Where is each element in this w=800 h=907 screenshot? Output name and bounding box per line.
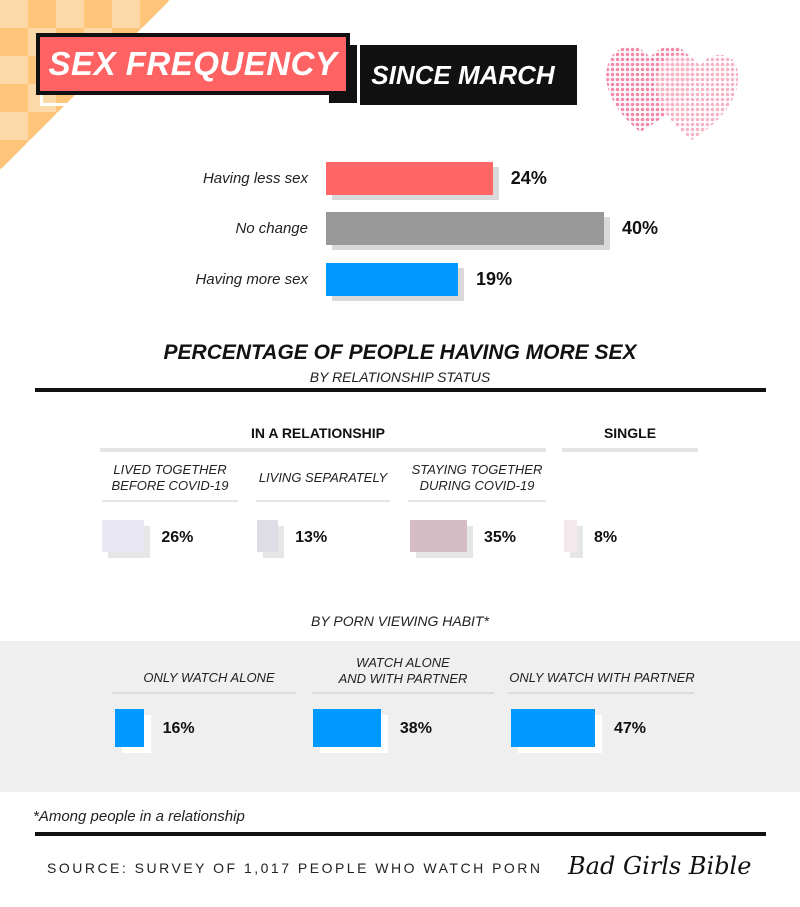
- bar-more: [326, 263, 459, 296]
- section-title: PERCENTAGE OF PEOPLE HAVING MORE SEX: [163, 341, 637, 364]
- bar-watch-alone: [115, 709, 144, 747]
- value-label-more: 19%: [476, 269, 513, 289]
- sub-label-staying-line1: STAYING TOGETHER: [411, 462, 543, 477]
- footnote: *Among people in a relationship: [33, 808, 245, 825]
- section-subtitle: BY RELATIONSHIP STATUS: [309, 369, 491, 385]
- source-text: SOURCE: SURVEY OF 1,017 PEOPLE WHO WATCH…: [47, 860, 543, 876]
- bar-staying-together: [410, 520, 467, 552]
- porn-section-subtitle: BY PORN VIEWING HABIT*: [311, 613, 489, 629]
- group-underline-relationship: [100, 448, 546, 452]
- porn-label-both-line2: AND WITH PARTNER: [338, 671, 468, 686]
- bar-watch-partner: [511, 709, 595, 747]
- bar-living-separately: [257, 520, 279, 552]
- sub-label-living-separately: LIVING SEPARATELY: [258, 470, 388, 485]
- category-label-no-change: No change: [235, 220, 308, 237]
- porn-label-partner: ONLY WATCH WITH PARTNER: [509, 670, 695, 685]
- porn-label-both: WATCH ALONE AND WITH PARTNER: [312, 655, 494, 687]
- porn-underline-alone: [112, 692, 296, 694]
- title-secondary-box: SINCE MARCH: [329, 45, 577, 105]
- title-primary-box: SEX FREQUENCY: [36, 33, 350, 95]
- bar-single: [564, 520, 578, 552]
- brand-logo: Bad Girls Bible: [568, 852, 752, 880]
- sub-label-lived-together: LIVED TOGETHER BEFORE COVID-19: [102, 462, 238, 494]
- hearts-icon: [606, 46, 739, 140]
- category-label-less: Having less sex: [202, 170, 308, 187]
- value-label-less: 24%: [510, 168, 547, 188]
- group-header-single: SINGLE: [603, 425, 657, 441]
- bar-less: [326, 162, 493, 195]
- bar-lived-together: [102, 520, 145, 552]
- value-label-staying-together: 35%: [484, 529, 517, 546]
- section-divider: [35, 388, 766, 392]
- sub-label-staying-line2: DURING COVID-19: [419, 478, 535, 493]
- sub-label-staying-together: STAYING TOGETHER DURING COVID-19: [408, 462, 546, 494]
- title-secondary: SINCE MARCH: [371, 59, 555, 90]
- porn-underline-both: [312, 692, 494, 694]
- porn-label-alone: ONLY WATCH ALONE: [143, 670, 275, 685]
- value-label-lived-together: 26%: [161, 529, 194, 546]
- value-label-single: 8%: [594, 529, 618, 546]
- value-label-watch-both: 38%: [399, 720, 432, 737]
- value-label-living-separately: 13%: [295, 529, 328, 546]
- sub-label-lived-line2: BEFORE COVID-19: [111, 478, 229, 493]
- porn-label-both-line1: WATCH ALONE: [356, 655, 450, 670]
- bar-no-change: [326, 212, 604, 245]
- value-label-no-change: 40%: [622, 218, 659, 238]
- porn-underline-partner: [508, 692, 694, 694]
- group-underline-single: [562, 448, 698, 452]
- footer-divider: [35, 832, 766, 836]
- value-label-watch-alone: 16%: [162, 720, 195, 737]
- sub-label-lived-line1: LIVED TOGETHER: [113, 462, 227, 477]
- category-label-more: Having more sex: [195, 271, 308, 288]
- bar-watch-both: [313, 709, 381, 747]
- group-header-relationship: IN A RELATIONSHIP: [250, 425, 386, 441]
- title-primary: SEX FREQUENCY: [48, 45, 338, 82]
- sub-underline-lived: [102, 500, 238, 502]
- sub-underline-staying: [408, 500, 546, 502]
- sub-underline-separately: [256, 500, 390, 502]
- value-label-watch-partner: 47%: [614, 720, 647, 737]
